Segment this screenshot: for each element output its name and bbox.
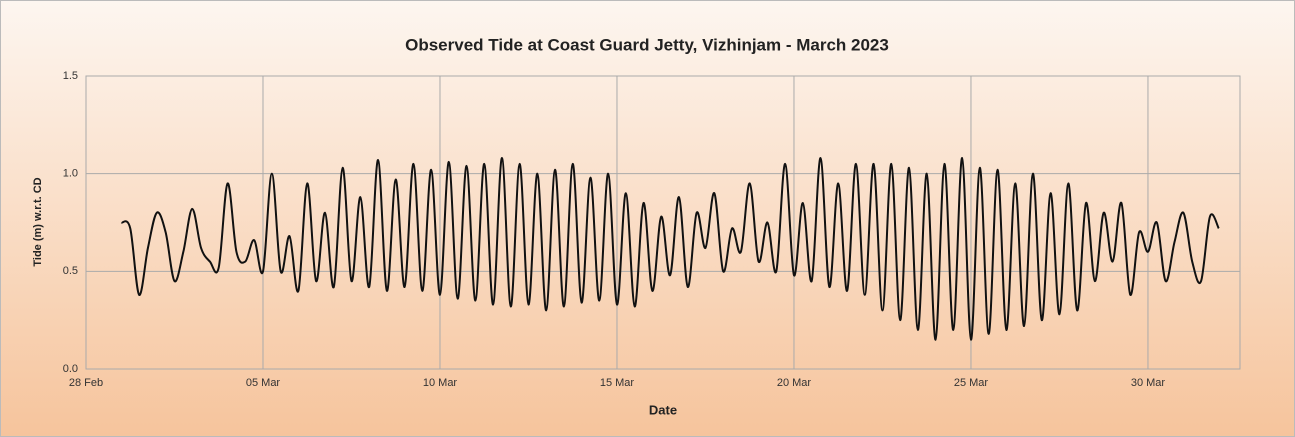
y-tick-label: 0.0 bbox=[63, 363, 78, 375]
x-tick-label: 28 Feb bbox=[69, 377, 103, 389]
x-axis-title: Date bbox=[649, 402, 677, 417]
y-tick-label: 1.5 bbox=[63, 70, 78, 82]
y-tick-label: 0.5 bbox=[63, 265, 78, 277]
x-tick-label: 25 Mar bbox=[954, 377, 989, 389]
x-tick-label: 10 Mar bbox=[423, 377, 458, 389]
x-tick-label: 15 Mar bbox=[600, 377, 635, 389]
x-tick-label: 05 Mar bbox=[246, 377, 281, 389]
y-axis-title: Tide (m) w.r.t. CD bbox=[32, 177, 44, 266]
y-tick-label: 1.0 bbox=[63, 168, 78, 180]
x-tick-label: 20 Mar bbox=[777, 377, 812, 389]
chart-title: Observed Tide at Coast Guard Jetty, Vizh… bbox=[405, 35, 889, 54]
x-tick-label: 30 Mar bbox=[1131, 377, 1166, 389]
tide-line bbox=[120, 157, 1220, 341]
